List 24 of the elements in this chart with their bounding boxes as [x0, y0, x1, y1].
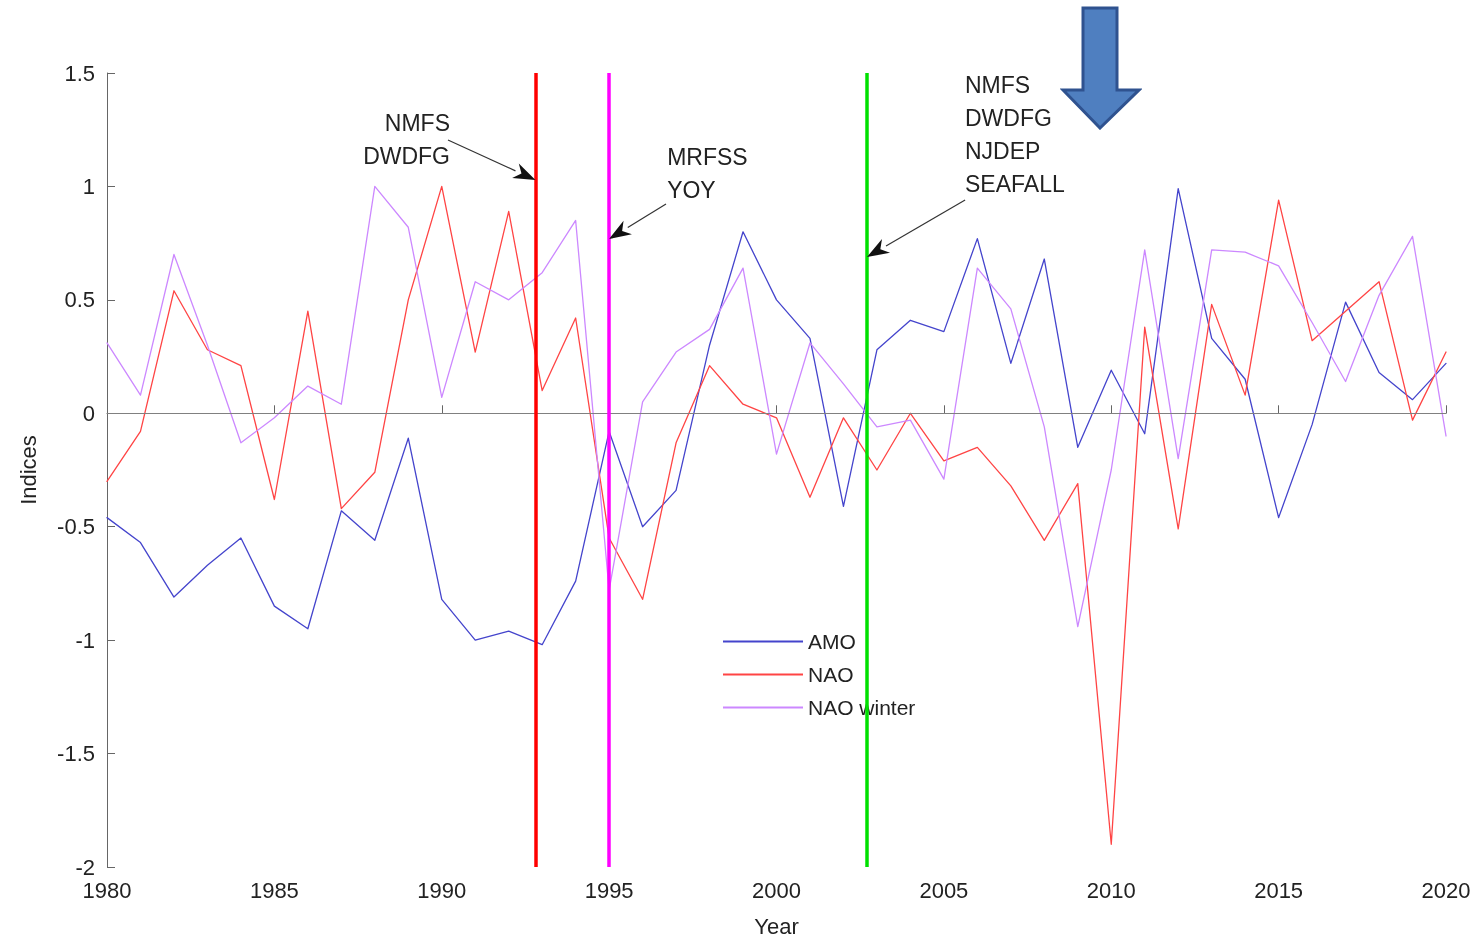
annotation: NMFS DWDFG NJDEP SEAFALL: [965, 71, 1065, 197]
x-tick-label: 2005: [919, 877, 969, 903]
x-tick-label: 2015: [1254, 877, 1304, 903]
y-tick-label: -1.5: [57, 741, 95, 767]
y-tick-label: 0.5: [64, 287, 95, 313]
legend-label: NAO: [808, 663, 854, 686]
legend-label: AMO: [808, 630, 856, 653]
y-tick-label: 1: [82, 173, 95, 199]
x-tick-label: 2020: [1421, 877, 1471, 903]
annotation: NMFS DWDFG: [363, 109, 450, 169]
y-tick-label: -1: [75, 627, 95, 653]
annotation: MRFSS YOY: [667, 144, 748, 204]
x-tick-label: 1990: [417, 877, 467, 903]
y-tick-label: 1.5: [64, 60, 95, 86]
y-axis-title: Indices: [15, 435, 41, 505]
x-tick-label: 1985: [249, 877, 299, 903]
y-tick-label: 0: [82, 400, 95, 426]
x-tick-label: 1980: [82, 877, 132, 903]
y-tick-label: -2: [75, 854, 95, 880]
x-tick-label: 2010: [1086, 877, 1136, 903]
x-tick-label: 1995: [584, 877, 634, 903]
x-tick-label: 2000: [752, 877, 801, 903]
y-tick-label: -0.5: [57, 514, 95, 540]
x-axis-title: Year: [754, 913, 799, 939]
